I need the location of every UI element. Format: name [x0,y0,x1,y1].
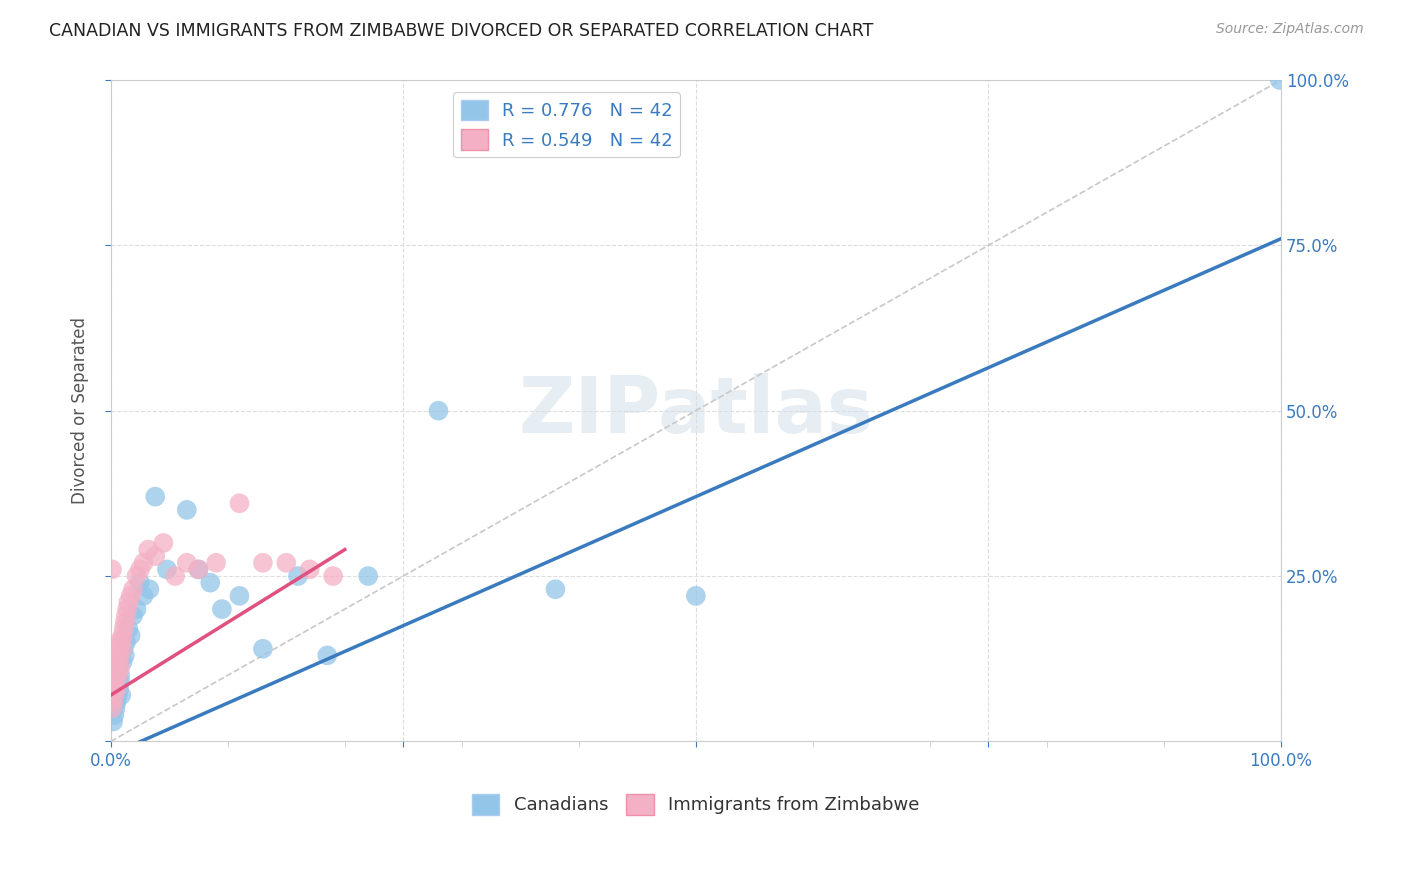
Point [110,688,132,702]
Point [115,635,138,649]
Point [105,681,128,696]
Point [316,648,339,663]
Text: Source: ZipAtlas.com: Source: ZipAtlas.com [1216,22,1364,37]
Text: ZIPatlas: ZIPatlas [519,373,873,449]
Point [107,668,129,682]
Point [108,674,131,689]
Point [101,701,124,715]
Point [138,582,160,597]
Point [101,681,124,696]
Y-axis label: Divorced or Separated: Divorced or Separated [72,318,89,504]
Point [104,674,127,689]
Point [104,674,127,689]
Point [111,655,134,669]
Point [252,641,274,656]
Point [107,688,129,702]
Point [111,629,134,643]
Point [544,582,567,597]
Point [115,608,138,623]
Point [136,542,159,557]
Point [125,602,148,616]
Text: CANADIAN VS IMMIGRANTS FROM ZIMBABWE DIVORCED OR SEPARATED CORRELATION CHART: CANADIAN VS IMMIGRANTS FROM ZIMBABWE DIV… [49,22,873,40]
Point [1268,73,1291,87]
Point [101,714,124,729]
Point [211,602,233,616]
Point [120,629,142,643]
Point [108,655,131,669]
Point [101,701,124,715]
Point [101,562,124,576]
Point [129,562,152,576]
Point [357,569,380,583]
Point [105,648,128,663]
Point [143,490,166,504]
Point [205,556,228,570]
Point [114,648,136,663]
Point [101,688,124,702]
Point [101,695,124,709]
Point [103,707,125,722]
Point [125,569,148,583]
Point [115,602,138,616]
Point [108,655,131,669]
Point [156,562,179,576]
Point [114,615,136,630]
Point [107,641,129,656]
Point [103,662,125,676]
Point [122,608,145,623]
Point [176,556,198,570]
Point [104,701,127,715]
Point [143,549,166,564]
Point [129,575,152,590]
Point [176,503,198,517]
Point [287,569,309,583]
Point [117,622,139,636]
Point [228,589,250,603]
Point [103,681,125,696]
Point [108,668,131,682]
Point [105,668,128,682]
Point [112,641,135,656]
Point [685,589,707,603]
Point [200,575,222,590]
Point [228,496,250,510]
Point [165,569,187,583]
Legend: Canadians, Immigrants from Zimbabwe: Canadians, Immigrants from Zimbabwe [465,787,927,822]
Point [112,622,135,636]
Point [120,589,142,603]
Point [103,688,125,702]
Point [132,556,155,570]
Point [252,556,274,570]
Point [132,589,155,603]
Point [111,641,134,656]
Point [105,695,128,709]
Point [104,655,127,669]
Point [117,595,139,609]
Point [298,562,321,576]
Point [427,403,450,417]
Point [187,562,209,576]
Point [101,668,124,682]
Point [187,562,209,576]
Point [108,681,131,696]
Point [108,662,131,676]
Point [152,536,174,550]
Point [322,569,344,583]
Point [108,648,131,663]
Point [110,635,132,649]
Point [108,635,131,649]
Point [276,556,298,570]
Point [122,582,145,597]
Point [107,662,129,676]
